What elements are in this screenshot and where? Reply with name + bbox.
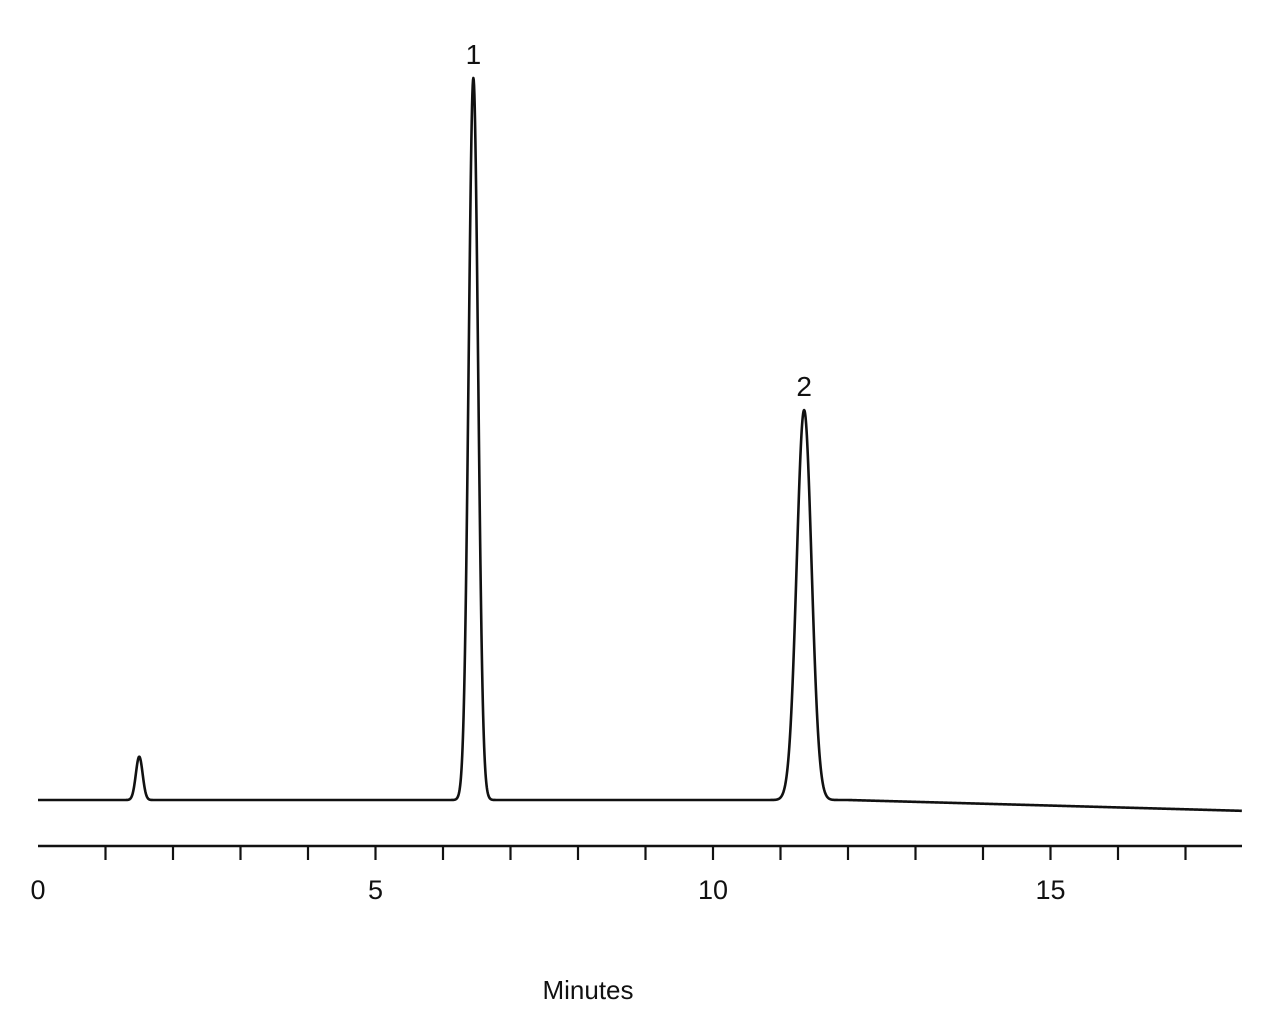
x-tick-label: 0 [30, 875, 45, 905]
peak-label: 1 [466, 39, 482, 70]
x-tick-label: 15 [1035, 875, 1065, 905]
time-axis-ticks [104, 846, 1187, 860]
x-axis-title: Minutes [542, 975, 633, 1005]
peak-label: 2 [796, 371, 812, 402]
signal-trace [37, 76, 1243, 813]
time-axis-tick-labels: 0 5 10 15 [30, 875, 1065, 905]
x-tick-label: 10 [698, 875, 728, 905]
peak-labels: 12 [466, 39, 812, 402]
x-tick-label: 5 [368, 875, 383, 905]
